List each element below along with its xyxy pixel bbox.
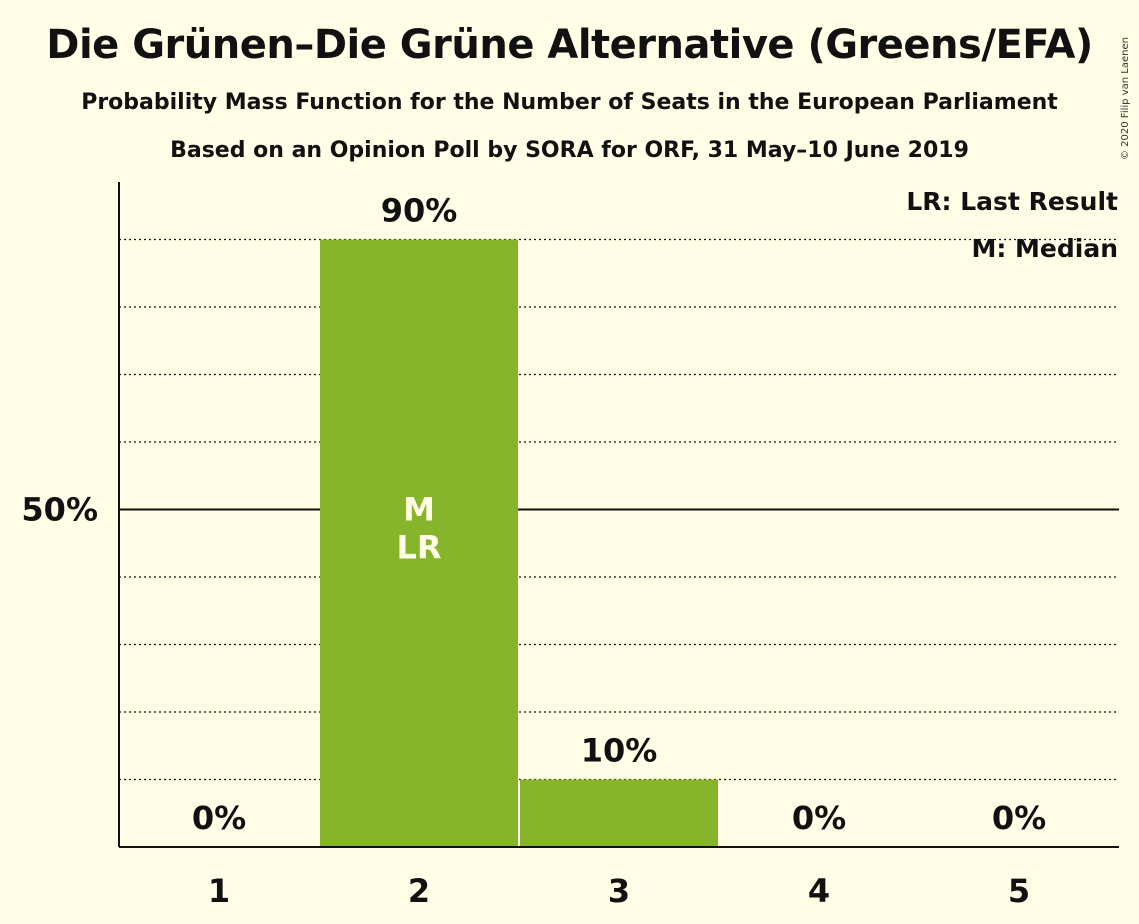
value-label-2: 90%	[381, 192, 458, 230]
bar-annotation-m: M	[403, 491, 435, 529]
chart-title: Die Grünen–Die Grüne Alternative (Greens…	[46, 22, 1093, 68]
x-tick-label-5: 5	[1008, 872, 1030, 910]
y-tick-label: 50%	[21, 491, 98, 529]
value-label-5: 0%	[992, 799, 1046, 837]
bar-annotation-lr: LR	[396, 529, 441, 567]
value-label-1: 0%	[192, 799, 246, 837]
x-tick-label-1: 1	[208, 872, 230, 910]
legend-entry-2: M: Median	[971, 234, 1118, 263]
bar-3	[520, 779, 718, 847]
value-label-4: 0%	[792, 799, 846, 837]
chart-subtitle: Probability Mass Function for the Number…	[81, 90, 1058, 115]
x-tick-label-3: 3	[608, 872, 630, 910]
bar-2	[320, 239, 518, 847]
legend-entry-1: LR: Last Result	[906, 187, 1118, 216]
value-label-3: 10%	[581, 732, 658, 770]
chart-source-line: Based on an Opinion Poll by SORA for ORF…	[170, 138, 969, 163]
x-tick-label-4: 4	[808, 872, 830, 910]
x-tick-label-2: 2	[408, 872, 430, 910]
